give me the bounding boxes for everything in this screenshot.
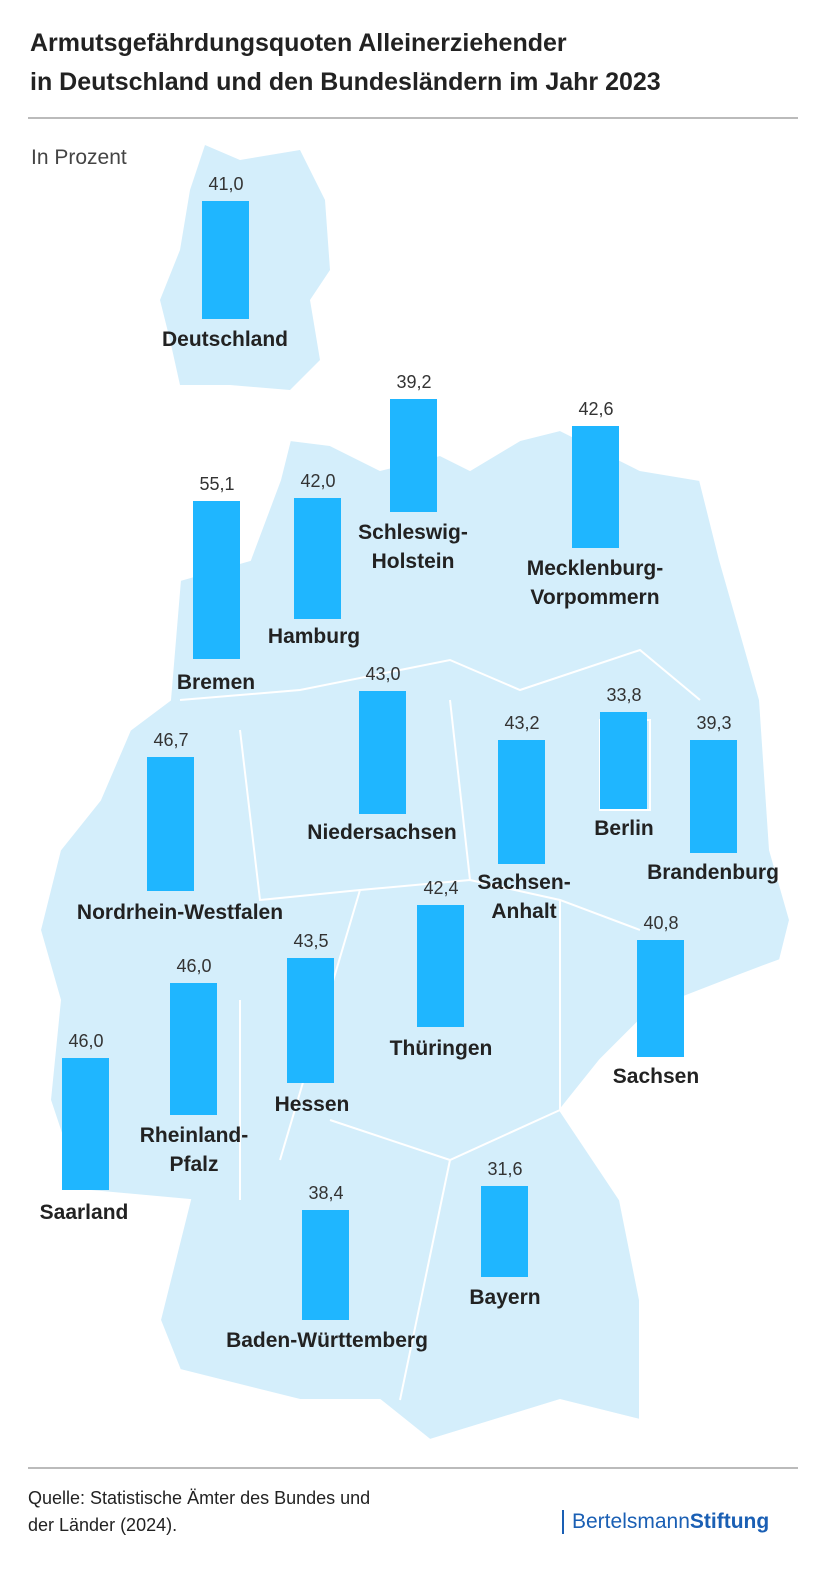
bar [498, 740, 545, 864]
bar [170, 982, 217, 1115]
bar [62, 1057, 109, 1190]
title: Armutsgefährdungsquoten Alleinerziehende… [30, 29, 661, 96]
bar [202, 201, 249, 319]
bar [302, 1209, 349, 1320]
bar [294, 498, 341, 619]
rule [28, 117, 798, 119]
value-label: 42,0 [300, 471, 336, 492]
bar [600, 711, 647, 809]
category-label: Hessen [274, 1093, 350, 1116]
category-label: Hamburg [267, 625, 361, 648]
rule [28, 1467, 798, 1469]
category-label: Sachsen [612, 1065, 700, 1088]
value-label: 46,0 [68, 1030, 104, 1051]
bar [572, 425, 619, 548]
bar [690, 740, 737, 853]
value-label: 43,2 [504, 713, 540, 734]
category-label: Bremen [176, 671, 256, 694]
value-label: 31,6 [487, 1159, 523, 1180]
category-label: Brandenburg [647, 861, 779, 884]
category-label: Niedersachsen [307, 821, 457, 844]
value-label: 40,8 [643, 912, 679, 933]
value-label: 46,7 [153, 729, 189, 750]
value-label: 42,4 [423, 878, 459, 899]
value-label: 43,5 [293, 931, 329, 952]
value-label: 55,1 [199, 473, 235, 494]
category-label: Berlin [594, 817, 654, 840]
bar [390, 399, 437, 512]
bar [359, 690, 406, 814]
value-label: 46,0 [176, 955, 212, 976]
value-label: 41,0 [208, 174, 244, 195]
logo: BertelsmannStiftung [562, 1510, 769, 1534]
bar [287, 958, 334, 1083]
category-label: Sachsen- Anhalt [477, 871, 571, 923]
category-label: Rheinland- Pfalz [139, 1124, 249, 1176]
value-label: 38,4 [308, 1182, 344, 1203]
bar [147, 756, 194, 891]
category-label: Mecklenburg- Vorpommern [526, 557, 664, 609]
category-label: Nordrhein-Westfalen [76, 901, 284, 924]
category-label: Deutschland [161, 328, 289, 351]
category-label: Schleswig- Holstein [358, 521, 468, 573]
bar [417, 905, 464, 1027]
value-label: 42,6 [578, 398, 614, 419]
value-label: 39,3 [696, 713, 732, 734]
value-label: 33,8 [606, 684, 642, 705]
bar [637, 939, 684, 1057]
subtitle: In Prozent [31, 146, 127, 169]
bar [193, 500, 240, 659]
category-label: Bayern [469, 1286, 541, 1309]
source: Quelle: Statistische Ämter des Bundes un… [28, 1488, 371, 1535]
value-label: 43,0 [365, 663, 401, 684]
logo-light: Bertelsmann [572, 1510, 690, 1533]
category-label: Saarland [39, 1201, 129, 1224]
category-label: Thüringen [389, 1037, 493, 1060]
bar [481, 1186, 528, 1277]
value-label: 39,2 [396, 372, 432, 393]
logo-bold: Stiftung [689, 1510, 770, 1533]
category-label: Baden-Württemberg [226, 1329, 428, 1352]
